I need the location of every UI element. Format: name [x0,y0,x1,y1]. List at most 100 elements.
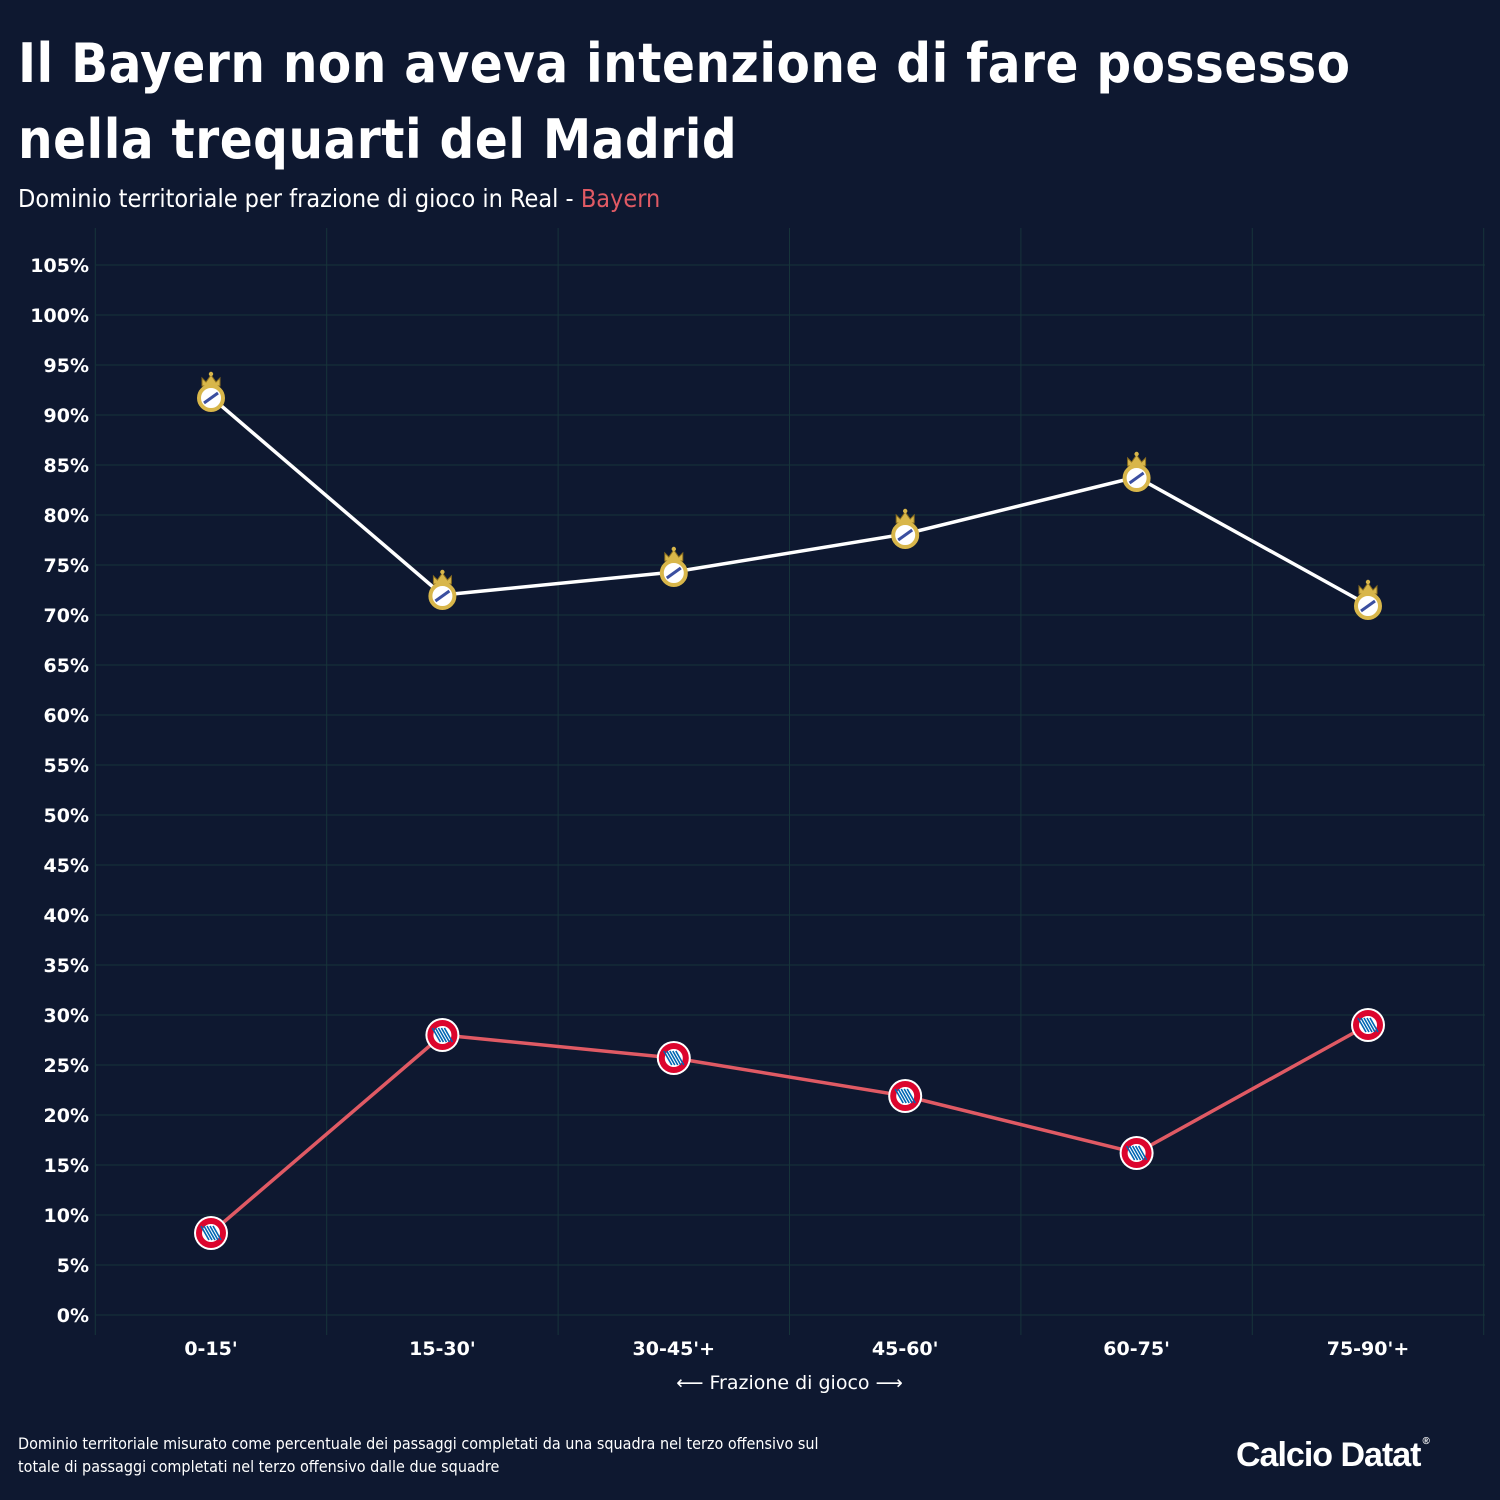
x-axis: 0-15' 15-30' 30-45'+ 45-60' 60-75' 75-90'+ ⟵ F… [184,1338,1409,1394]
crest-diamond [443,1027,454,1043]
crown-cross [1134,451,1139,457]
y-tick-label: 75% [44,555,89,577]
crest-diamond [903,1088,913,1104]
crest-diamond [434,1027,445,1043]
y-tick-label: 25% [44,1055,89,1077]
crest-diamond [897,1088,907,1104]
crest-diamond [669,1050,679,1066]
grid [94,228,1485,1335]
x-tick-label: 0-15' [184,1338,237,1360]
crown-shape [1358,582,1378,595]
bayern-crest-icon [425,1018,460,1052]
crown-shape [201,374,221,387]
x-axis-label: ⟵ Frazione di gioco ⟶ [676,1372,903,1394]
crest-band [203,391,219,405]
y-tick-label: 10% [44,1205,89,1227]
real-madrid-crest-icon [1122,451,1151,492]
y-tick-label: 80% [44,505,89,527]
crown-shape [432,572,452,585]
y-tick-label: 5% [57,1255,89,1277]
crown-cross [1365,579,1371,585]
crest-diamond [663,1050,673,1066]
bayern-crest-icon [194,1216,228,1250]
crest-diamond [666,1050,676,1066]
series-line-bayern [209,1023,1369,1235]
real-madrid-crest-icon [197,371,225,412]
series-line-real [209,395,1369,607]
brand-logo: Calcio Datat ® [1236,1436,1430,1475]
crest-diamond [1131,1145,1142,1161]
crown-cross [671,546,676,552]
crest-diamond [437,1027,448,1043]
methodology-note: Dominio territoriale misurato come perce… [18,1434,819,1476]
crown-cross [903,508,908,514]
crest-band [1128,471,1145,485]
x-tick-label: 15-30' [409,1338,476,1360]
crest-diamond [203,1225,213,1241]
x-tick-label: 75-90'+ [1327,1338,1410,1360]
crest-diamond [212,1225,222,1241]
y-tick-label: 30% [44,1005,89,1027]
crown-shape [895,511,915,524]
chart-subtitle: Dominio territoriale per frazione di gio… [18,182,660,216]
y-tick-label: 70% [44,605,89,627]
registered-mark: ® [1422,1436,1430,1447]
crest-diamond [672,1050,682,1066]
crest-band [897,528,914,542]
real-madrid-crest-icon [1354,579,1382,620]
series-real [197,371,1382,620]
crest-diamond [440,1027,451,1043]
crest-band [434,589,451,603]
y-tick-label: 105% [30,255,89,277]
crest-diamond [894,1088,904,1104]
y-tick-label: 0% [57,1305,89,1327]
y-tick-label: 95% [44,355,89,377]
crest-diamond [1128,1145,1139,1161]
y-tick-label: 100% [30,305,89,327]
crest-diamond [431,1027,442,1043]
y-tick-label: 45% [44,855,89,877]
x-tick-label: 60-75' [1103,1338,1170,1360]
real-madrid-crest-icon [891,508,920,549]
bayern-crest-icon [656,1041,691,1075]
line-chart: 0% 5% 10% 15% 20% 25% 30% 35% 40% 45% 50% 55% 60% 65%… [30,228,1485,1394]
real-madrid-crest-icon [659,546,688,587]
crown-cross [208,371,214,377]
crest-diamond [1137,1145,1148,1161]
crest-diamond [675,1050,685,1066]
crest-diamond [209,1225,219,1241]
crest-diamond [200,1225,210,1241]
crest-diamond [906,1088,916,1104]
crest-diamond [1369,1017,1379,1033]
crest-diamond [1363,1017,1373,1033]
crest-diamond [1125,1145,1136,1161]
y-tick-label: 15% [44,1155,89,1177]
chart-title: Il Bayern non aveva intenzione di fare p… [18,32,1351,171]
real-madrid-crest-icon [428,569,457,610]
bayern-crest-icon [1351,1008,1385,1042]
series-bayern [194,1008,1385,1250]
crest-diamond [1366,1017,1376,1033]
crest-band [1360,599,1376,613]
y-tick-label: 60% [44,705,89,727]
y-tick-label: 40% [44,905,89,927]
x-tick-label: 30-45'+ [633,1338,716,1360]
subtitle-team-highlight: Bayern [580,184,661,213]
crest-diamond [1357,1017,1367,1033]
crown-shape [664,549,684,562]
y-tick-label: 35% [44,955,89,977]
y-tick-label: 65% [44,655,89,677]
y-tick-label: 50% [44,805,89,827]
x-tick-label: 45-60' [872,1338,939,1360]
brand-name: Calcio Datat [1236,1436,1421,1474]
crest-diamond [900,1088,910,1104]
subtitle-text: Dominio territoriale per frazione di gio… [18,184,581,213]
crown-cross [440,569,445,575]
crest-diamond [1134,1145,1145,1161]
bayern-crest-icon [1119,1136,1154,1170]
crest-diamond [206,1225,216,1241]
y-axis: 0% 5% 10% 15% 20% 25% 30% 35% 40% 45% 50% 55% 60% 65%… [30,255,89,1327]
crest-band [665,566,682,580]
y-tick-label: 20% [44,1105,89,1127]
y-tick-label: 85% [44,455,89,477]
